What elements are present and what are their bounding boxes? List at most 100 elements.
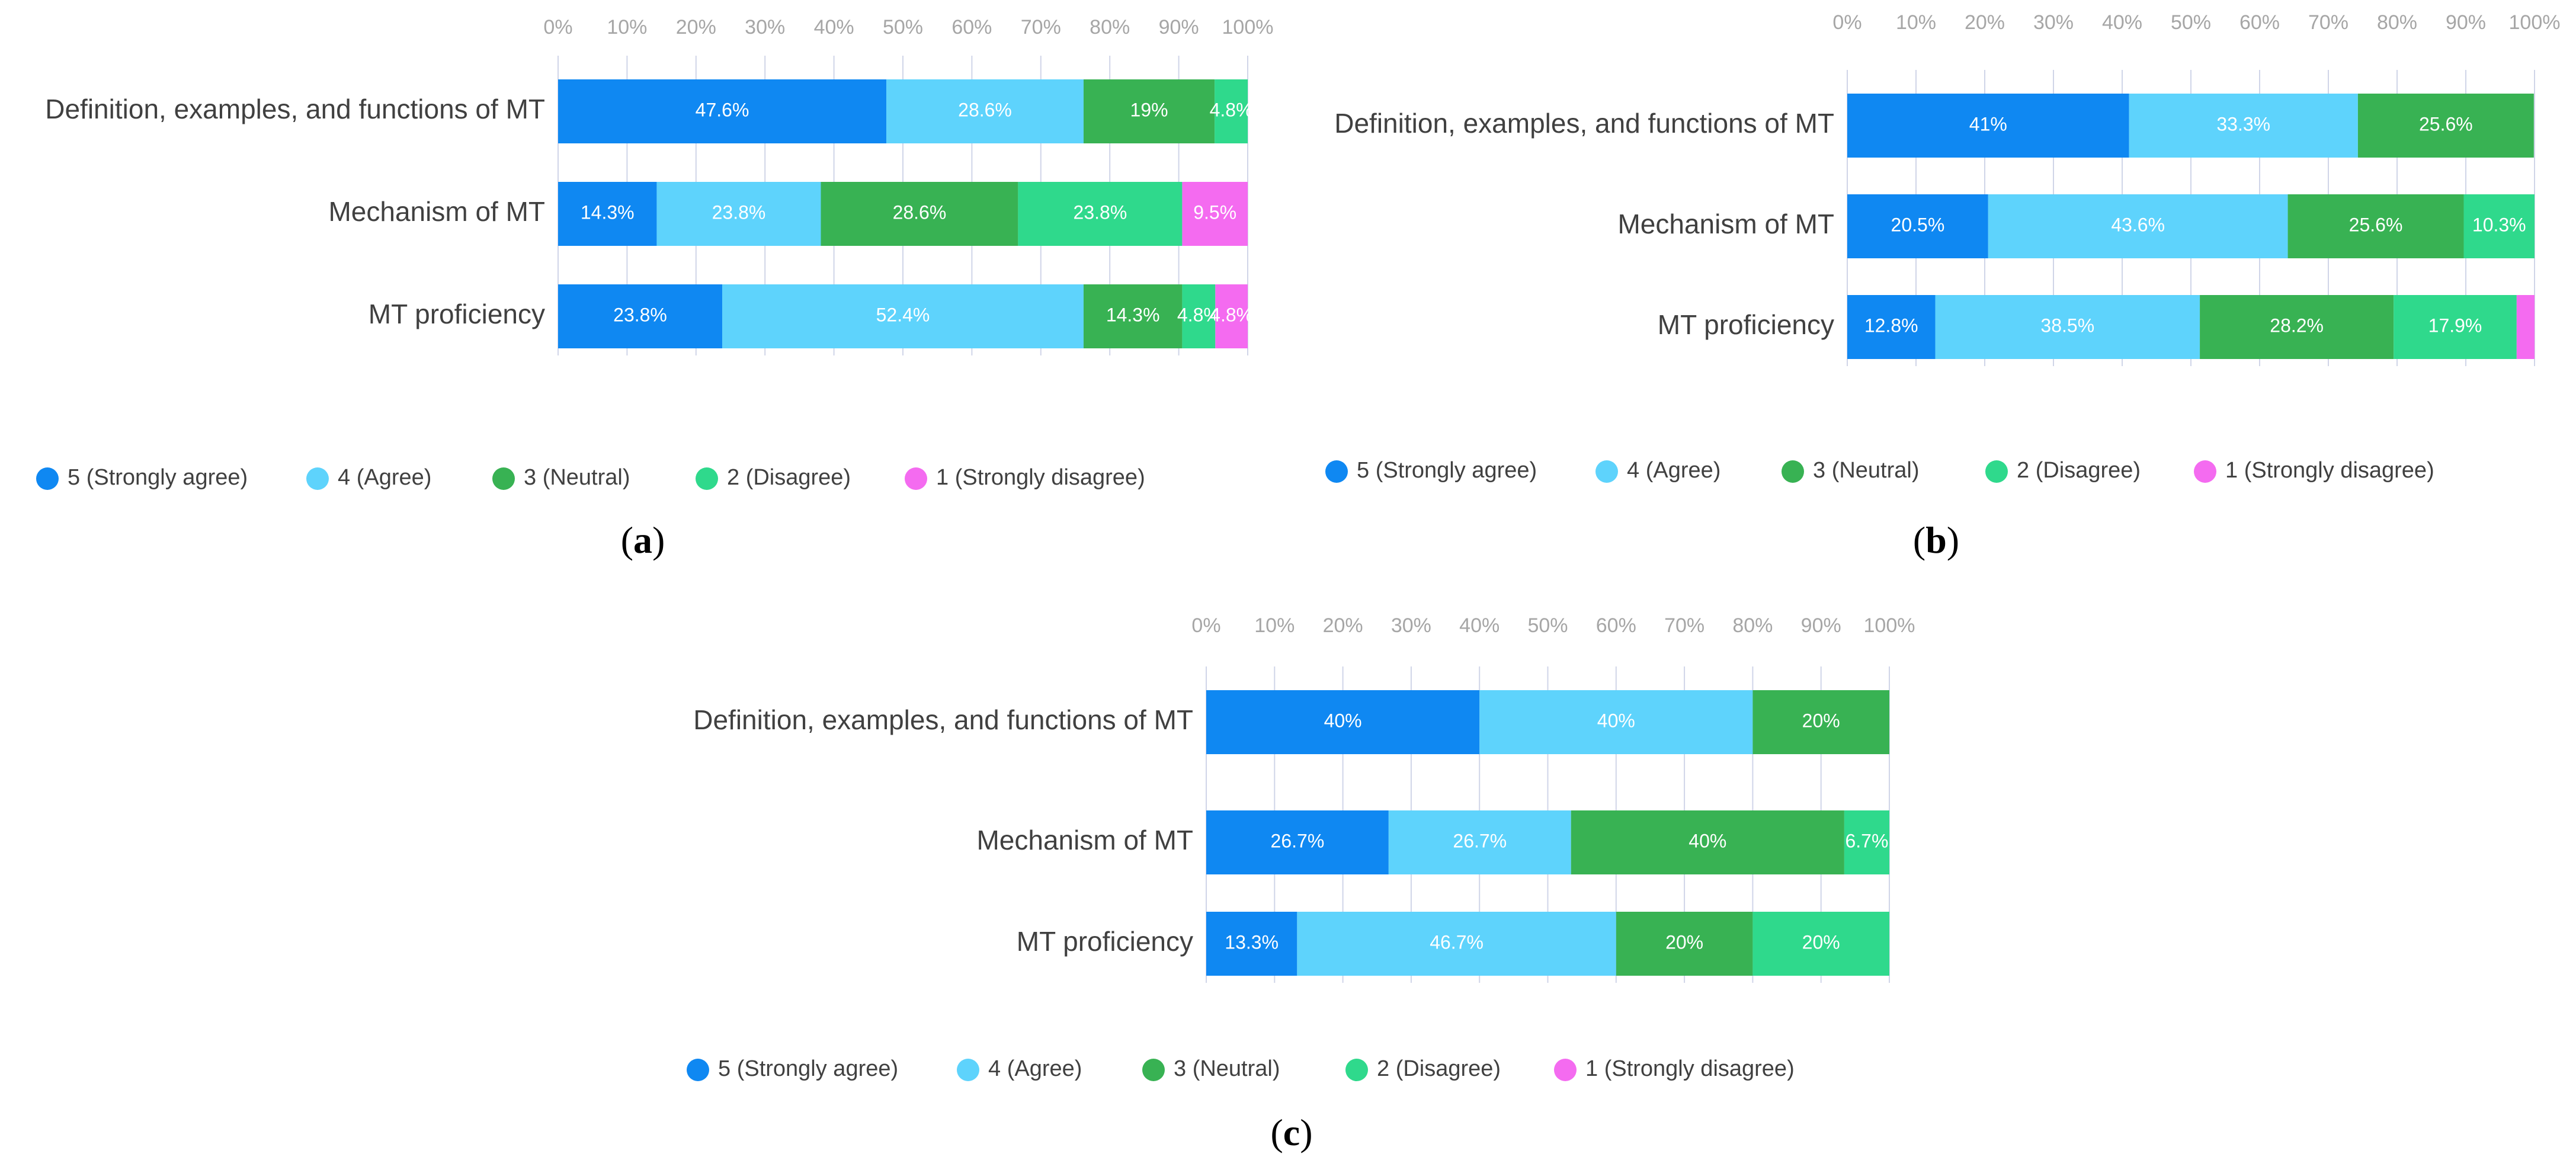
data-label: 9.5% bbox=[1193, 201, 1236, 223]
x-tick-label: 100% bbox=[2509, 11, 2561, 34]
bar-segment bbox=[1083, 284, 1183, 348]
bar-segment bbox=[2394, 295, 2517, 359]
bar-segment bbox=[1215, 79, 1248, 143]
legend-entry: 5 (Strongly agree) bbox=[1357, 458, 1537, 483]
data-label: 33.3% bbox=[2216, 113, 2270, 134]
bar-segment bbox=[1206, 810, 1389, 874]
x-tick-label: 60% bbox=[1596, 614, 1636, 637]
bar-segment bbox=[656, 182, 821, 246]
x-tick-label: 90% bbox=[1801, 614, 1841, 637]
bar-segment bbox=[558, 79, 887, 143]
data-label: 52.4% bbox=[876, 304, 930, 325]
x-tick-label: 60% bbox=[2239, 11, 2280, 34]
bar-segment bbox=[1847, 194, 1988, 258]
data-label: 23.8% bbox=[1074, 201, 1127, 223]
legend-entry: 2 (Disagree) bbox=[1377, 1056, 1501, 1081]
data-label: 28.6% bbox=[893, 201, 947, 223]
data-label: 41% bbox=[1969, 113, 2007, 134]
data-label: 40% bbox=[1597, 710, 1635, 731]
data-label: 26.7% bbox=[1271, 830, 1325, 851]
legend-entry: 4 (Agree) bbox=[338, 465, 431, 490]
x-tick-label: 60% bbox=[951, 16, 992, 39]
x-tick-label: 90% bbox=[2446, 11, 2486, 34]
data-label: 46.7% bbox=[1430, 931, 1484, 953]
legend-entry: 4 (Agree) bbox=[1627, 458, 1720, 483]
x-tick-label: 30% bbox=[745, 16, 785, 39]
legend-marker bbox=[687, 1059, 709, 1081]
legend-marker bbox=[696, 467, 718, 490]
x-tick-label: 40% bbox=[1459, 614, 1500, 637]
bar-segment bbox=[1297, 912, 1616, 976]
bar-segment bbox=[1935, 295, 2200, 359]
panel-c-chart: 0% 10% 20% 30% 40% 50% 60% 70% 80% 90% 100% Definit… bbox=[687, 614, 1915, 1153]
x-tick-label: 10% bbox=[1254, 614, 1295, 637]
data-label: 13.3% bbox=[1225, 931, 1279, 953]
category-label: MT proficiency bbox=[1658, 309, 1834, 340]
legend-entry: 2 (Disagree) bbox=[2017, 458, 2141, 483]
legend-marker bbox=[306, 467, 329, 490]
legend-entry: 3 (Neutral) bbox=[1174, 1056, 1280, 1081]
x-tick-label: 0% bbox=[1191, 614, 1220, 637]
x-tick-label: 20% bbox=[1965, 11, 2005, 34]
x-tick-label: 10% bbox=[1896, 11, 1936, 34]
legend-entry: 3 (Neutral) bbox=[524, 465, 630, 490]
panel-caption: (a) bbox=[621, 519, 665, 561]
bar-segment bbox=[1182, 182, 1248, 246]
data-label: 4.8% bbox=[1210, 304, 1253, 325]
x-tick-label: 80% bbox=[1732, 614, 1773, 637]
bar-segment bbox=[1215, 284, 1248, 348]
legend-entry: 4 (Agree) bbox=[988, 1056, 1082, 1081]
data-label: 10.3% bbox=[2472, 214, 2526, 235]
panel-a-chart: 0% 10% 20% 30% 40% 50% 60% 70% 80% 90% 100% Definit… bbox=[36, 16, 1273, 561]
x-tick-label: 40% bbox=[814, 16, 854, 39]
bar-segment bbox=[1206, 912, 1297, 976]
x-tick-label: 100% bbox=[1222, 16, 1274, 39]
bar-segment bbox=[1182, 284, 1216, 348]
x-tick-label: 70% bbox=[1021, 16, 1061, 39]
x-tick-label: 20% bbox=[1323, 614, 1363, 637]
data-label: 28.6% bbox=[958, 99, 1012, 120]
data-label: 12.8% bbox=[1864, 315, 1918, 336]
data-label: 47.6% bbox=[696, 99, 749, 120]
legend-marker bbox=[1595, 460, 1618, 483]
data-label: 20% bbox=[1665, 931, 1703, 953]
bar-segment bbox=[2357, 94, 2534, 158]
bar-segment bbox=[1847, 295, 1936, 359]
data-label: 4.8% bbox=[1210, 99, 1253, 120]
bar-segment bbox=[2200, 295, 2394, 359]
x-tick-label: 80% bbox=[1090, 16, 1130, 39]
bar-segment bbox=[1479, 690, 1753, 754]
category-label: Mechanism of MT bbox=[976, 825, 1193, 855]
bar-segment bbox=[1018, 182, 1183, 246]
bar-segment bbox=[558, 182, 657, 246]
panel-caption: (c) bbox=[1270, 1111, 1312, 1153]
legend: 5 (Strongly agree) 4 (Agree) 3 (Neutral) 2 … bbox=[1325, 458, 2434, 483]
data-label: 20% bbox=[1802, 710, 1840, 731]
legend-marker bbox=[1554, 1059, 1577, 1081]
bar-segment bbox=[2129, 94, 2358, 158]
legend-marker bbox=[905, 467, 927, 490]
data-label: 17.9% bbox=[2428, 315, 2482, 336]
bar-segment bbox=[821, 182, 1018, 246]
bar-segment bbox=[2516, 295, 2535, 359]
data-label: 28.2% bbox=[2270, 315, 2324, 336]
category-label: Definition, examples, and functions of M… bbox=[693, 704, 1193, 735]
category-label: MT proficiency bbox=[1017, 926, 1193, 957]
bar-segment bbox=[1616, 912, 1753, 976]
x-tick-label: 30% bbox=[1391, 614, 1431, 637]
legend-marker bbox=[492, 467, 515, 490]
bar-segment bbox=[1388, 810, 1571, 874]
legend-marker bbox=[1782, 460, 1804, 483]
x-tick-label: 100% bbox=[1864, 614, 1915, 637]
legend-entry: 5 (Strongly agree) bbox=[68, 465, 248, 490]
legend: 5 (Strongly agree) 4 (Agree) 3 (Neutral) 2 … bbox=[687, 1056, 1795, 1081]
data-label: 6.7% bbox=[1845, 830, 1888, 851]
data-label: 40% bbox=[1324, 710, 1362, 731]
bar-segment bbox=[558, 284, 723, 348]
category-label: Definition, examples, and functions of M… bbox=[45, 94, 545, 124]
bar-segment bbox=[886, 79, 1084, 143]
data-label: 14.3% bbox=[1106, 304, 1160, 325]
category-label: Definition, examples, and functions of M… bbox=[1334, 108, 1834, 139]
data-label: 14.3% bbox=[581, 201, 635, 223]
legend-marker bbox=[2194, 460, 2216, 483]
